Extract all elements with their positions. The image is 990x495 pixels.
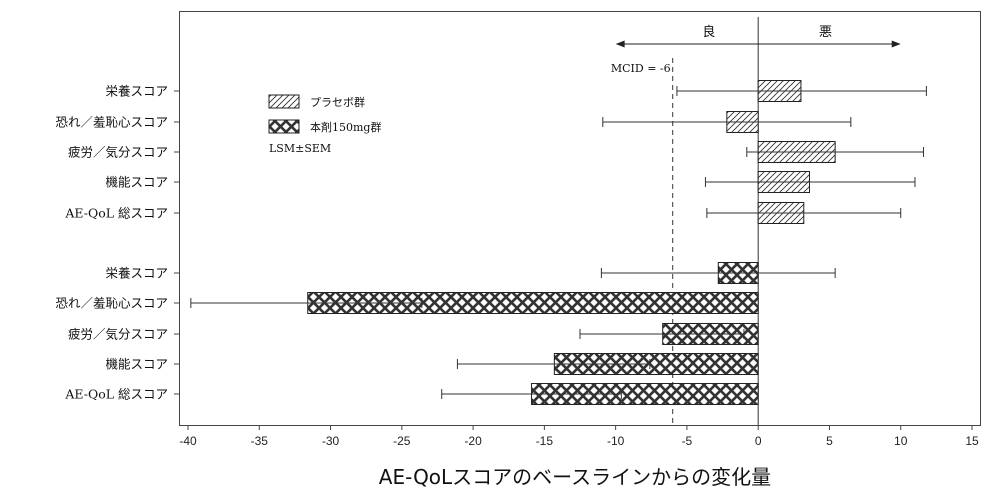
- x-tick-label: 5: [826, 434, 833, 448]
- category-label: 機能スコア: [105, 175, 168, 190]
- bars-layer: [307, 80, 836, 405]
- category-label: 栄養スコア: [105, 84, 168, 99]
- x-tick-label: -10: [607, 434, 625, 448]
- x-tick-label: -30: [322, 434, 340, 448]
- legend: プラセボ群 本剤150mg群 LSM±SEM: [268, 94, 381, 155]
- direction-arrows: 良 悪: [615, 24, 901, 48]
- x-axis-ticks: [187, 425, 973, 430]
- bad-arrow-head: [891, 40, 901, 48]
- category-label: 恐れ／羞恥心スコア: [55, 296, 168, 311]
- x-tick-label: -20: [464, 434, 482, 448]
- x-tick-label: -35: [251, 434, 269, 448]
- category-label: 機能スコア: [105, 357, 168, 372]
- good-direction-label: 良: [702, 24, 715, 40]
- error-bars-layer: [190, 86, 927, 399]
- legend-note: LSM±SEM: [269, 142, 331, 155]
- legend-swatch-drug: [268, 119, 300, 134]
- mcid-label: MCID = -6: [611, 62, 671, 75]
- x-tick-label: -40: [179, 434, 197, 448]
- x-axis-label: AE-QoLスコアのベースラインからの変化量: [379, 465, 771, 489]
- category-label: AE-QoL 総スコア: [64, 387, 168, 402]
- x-tick-label: 10: [894, 434, 908, 448]
- category-label: 疲労／気分スコア: [68, 145, 168, 160]
- legend-swatch-placebo: [268, 94, 300, 109]
- category-label: AE-QoL 総スコア: [64, 206, 168, 221]
- legend-label-placebo: プラセボ群: [310, 95, 365, 109]
- x-axis-tick-labels: -40 -35 -30 -25 -20 -15 -10 -5 0 5 10 15: [179, 434, 979, 448]
- category-label: 栄養スコア: [105, 266, 168, 281]
- category-label: 恐れ／羞恥心スコア: [55, 115, 168, 130]
- good-arrow-head: [615, 40, 625, 48]
- x-tick-label: -5: [682, 434, 693, 448]
- legend-label-drug: 本剤150mg群: [310, 120, 381, 134]
- category-label: 疲労／気分スコア: [68, 327, 168, 342]
- x-tick-label: 0: [755, 434, 762, 448]
- plot-frame: [179, 11, 981, 426]
- bad-direction-label: 悪: [819, 25, 832, 40]
- x-tick-label: -15: [536, 434, 554, 448]
- x-tick-label: -25: [393, 434, 411, 448]
- x-tick-label: 15: [965, 434, 979, 448]
